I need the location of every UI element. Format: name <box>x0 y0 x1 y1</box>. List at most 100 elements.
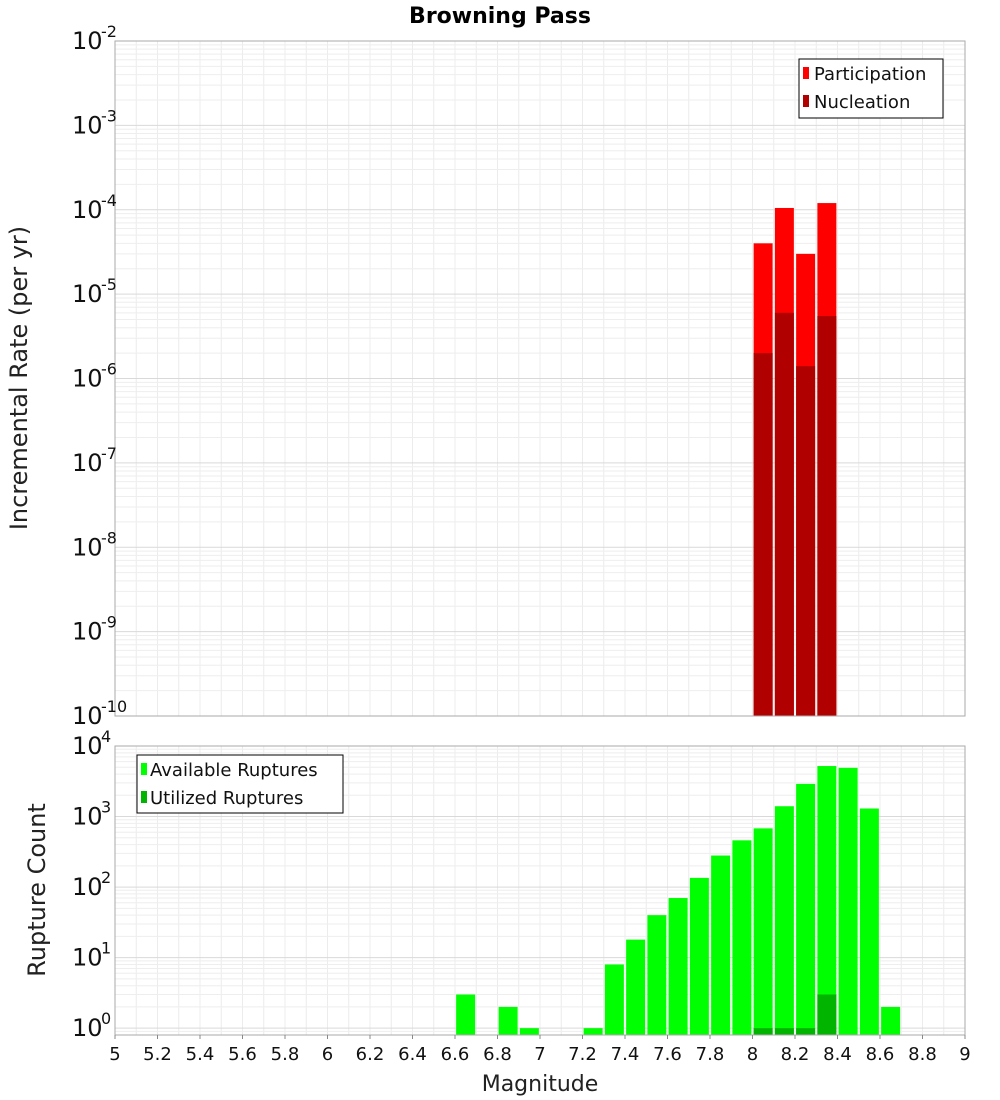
x-tick-label: 7 <box>534 1044 545 1065</box>
x-tick-label: 6.6 <box>441 1044 470 1065</box>
top-y-tick-exponent: -3 <box>101 106 117 125</box>
bottom-available-ruptures-bar <box>456 994 476 1035</box>
x-tick-label: 8.8 <box>908 1044 937 1065</box>
bottom-available-ruptures-bar <box>583 1028 603 1035</box>
x-tick-label: 6 <box>322 1044 333 1065</box>
x-tick-label: 7.4 <box>611 1044 640 1065</box>
bottom-y-tick-exponent: 4 <box>101 727 111 746</box>
legend-swatch-participation <box>803 67 809 79</box>
bottom-y-axis-label: Rupture Count <box>23 803 51 977</box>
top-y-tick-exponent: -8 <box>101 528 117 547</box>
top-y-tick-base: 10 <box>72 280 103 308</box>
top-y-tick-exponent: -10 <box>101 697 127 716</box>
x-tick-label: 9 <box>959 1044 970 1065</box>
legend-swatch-nucleation <box>803 95 809 107</box>
bottom-available-ruptures-bar <box>753 828 773 1035</box>
top-y-tick-exponent: -5 <box>101 275 117 294</box>
top-plot-frame <box>114 40 966 717</box>
x-tick-label: 6.8 <box>483 1044 512 1065</box>
x-tick-label: 6.4 <box>398 1044 427 1065</box>
top-y-tick-label: 10-9 <box>72 613 117 646</box>
x-tick-label: 8.6 <box>866 1044 895 1065</box>
legend-swatch-utilized <box>141 791 147 803</box>
top-y-tick-label: 10-4 <box>72 191 117 224</box>
x-tick-label: 7.2 <box>568 1044 597 1065</box>
bottom-y-tick-exponent: 0 <box>101 1009 111 1028</box>
top-y-tick-base: 10 <box>72 196 103 224</box>
top-y-tick-label: 10-6 <box>72 360 117 393</box>
chart-title: Browning Pass <box>409 4 591 29</box>
x-tick-label: 5.2 <box>143 1044 172 1065</box>
bottom-available-ruptures-bar <box>647 915 667 1035</box>
top-bars <box>753 203 837 717</box>
x-tick-label: 8.4 <box>823 1044 852 1065</box>
bottom-available-ruptures-bar <box>796 783 816 1035</box>
legend-label-available: Available Ruptures <box>150 760 318 781</box>
top-y-tick-base: 10 <box>72 533 103 561</box>
bottom-available-ruptures-bar <box>838 767 858 1035</box>
bottom-legend: Available Ruptures Utilized Ruptures <box>136 754 344 814</box>
x-tick-label: 6.2 <box>356 1044 385 1065</box>
bottom-bars <box>456 766 901 1035</box>
top-y-tick-label: 10-3 <box>72 106 117 139</box>
bottom-utilized-ruptures-bar <box>753 1028 773 1035</box>
top-y-tick-label: 10-10 <box>72 697 127 730</box>
bottom-y-tick-label: 103 <box>72 798 111 831</box>
top-nucleation-bar <box>817 316 837 716</box>
top-y-axis-label: Incremental Rate (per yr) <box>5 226 33 530</box>
top-nucleation-bar <box>753 353 773 716</box>
x-tick-label: 8.2 <box>781 1044 810 1065</box>
top-nucleation-bar <box>774 312 794 716</box>
bottom-available-ruptures-bar <box>732 840 752 1035</box>
bottom-available-ruptures-bar <box>859 808 879 1035</box>
bottom-legend-box <box>136 754 344 814</box>
bottom-available-ruptures-bar <box>519 1028 539 1035</box>
bottom-y-tick-label: 104 <box>72 727 111 760</box>
bottom-available-ruptures-bar <box>626 939 646 1035</box>
bottom-y-tick-label: 100 <box>72 1009 111 1042</box>
legend-label-nucleation: Nucleation <box>814 92 910 113</box>
legend-label-utilized: Utilized Ruptures <box>150 788 303 809</box>
bottom-available-ruptures-bar <box>881 1006 901 1035</box>
bottom-y-tick-base: 10 <box>72 1014 103 1042</box>
top-y-tick-base: 10 <box>72 365 103 393</box>
top-y-tick-exponent: -2 <box>101 22 117 41</box>
bottom-y-tick-exponent: 2 <box>101 868 111 887</box>
bottom-utilized-ruptures-bar <box>774 1028 794 1035</box>
top-legend: Participation Nucleation <box>798 58 944 119</box>
bottom-y-tick-exponent: 1 <box>101 939 111 958</box>
top-y-tick-label: 10-5 <box>72 275 117 308</box>
bottom-available-ruptures-bar <box>711 855 731 1035</box>
x-axis-ticks: 5 5.2 5.4 5.6 5.8 6 6.2 6.4 6.6 6.8 7 7.2 7.4 7.6 7.8 8… <box>109 1035 971 1065</box>
top-y-tick-base: 10 <box>72 111 103 139</box>
bottom-y-tick-label: 101 <box>72 939 111 972</box>
top-y-tick-label: 10-7 <box>72 444 117 477</box>
x-tick-label: 8 <box>747 1044 758 1065</box>
legend-label-participation: Participation <box>814 64 926 85</box>
top-y-tick-exponent: -7 <box>101 444 117 463</box>
x-tick-label: 5.6 <box>228 1044 257 1065</box>
bottom-y-tick-exponent: 3 <box>101 798 111 817</box>
x-tick-label: 5 <box>109 1044 120 1065</box>
bottom-y-tick-base: 10 <box>72 944 103 972</box>
top-y-tick-exponent: -9 <box>101 613 117 632</box>
bottom-utilized-ruptures-bar <box>796 1028 816 1035</box>
bottom-available-ruptures-bar <box>817 766 837 1035</box>
bottom-available-ruptures-bar <box>498 1006 518 1035</box>
top-y-tick-base: 10 <box>72 27 103 55</box>
bottom-y-tick-label: 102 <box>72 868 111 901</box>
bottom-y-tick-base: 10 <box>72 873 103 901</box>
bottom-y-tick-base: 10 <box>72 803 103 831</box>
x-tick-label: 5.8 <box>271 1044 300 1065</box>
x-tick-label: 5.4 <box>186 1044 215 1065</box>
bottom-y-tick-base: 10 <box>72 732 103 760</box>
top-y-tick-exponent: -4 <box>101 191 117 210</box>
top-y-tick-label: 10-8 <box>72 528 117 561</box>
bottom-available-ruptures-bar <box>668 898 688 1035</box>
x-tick-label: 7.6 <box>653 1044 682 1065</box>
x-axis-label: Magnitude <box>482 1072 599 1097</box>
top-y-tick-base: 10 <box>72 618 103 646</box>
